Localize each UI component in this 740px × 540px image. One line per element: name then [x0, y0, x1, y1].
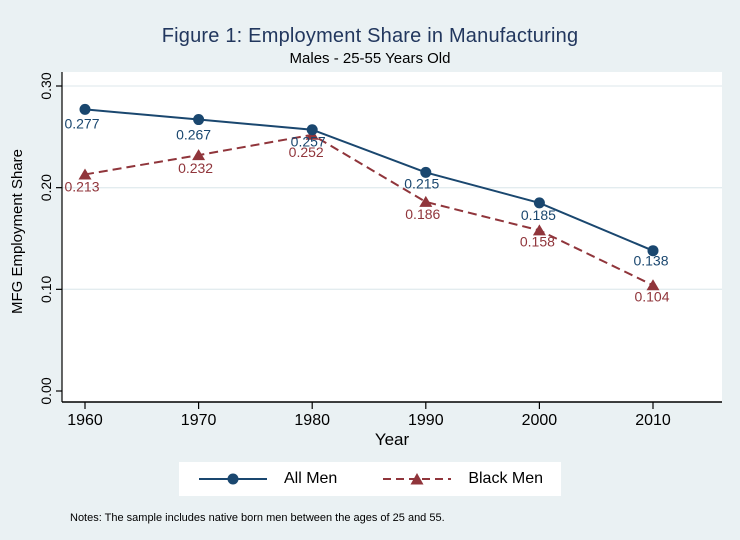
- data-point-label: 0.158: [520, 233, 555, 249]
- legend-label-black-men: Black Men: [468, 470, 544, 487]
- x-tick-label: 1990: [408, 412, 444, 429]
- y-tick-label: 0.00: [38, 377, 54, 404]
- x-tick-label: 1970: [181, 412, 217, 429]
- black-men-line-icon: [383, 473, 452, 485]
- triangle-marker: [192, 149, 206, 161]
- legend-entry-black-men: Black Men: [381, 470, 543, 488]
- data-point-label: 0.277: [64, 115, 99, 131]
- x-tick-label: 1980: [294, 412, 330, 429]
- y-axis-title: MFG Employment Share: [9, 149, 26, 314]
- legend: All Men Black Men: [0, 462, 740, 496]
- all-men-line-icon: [198, 473, 267, 485]
- figure-subtitle: Males - 25-55 Years Old: [289, 50, 451, 67]
- plot-area: [62, 72, 722, 402]
- legend-box: All Men Black Men: [178, 462, 562, 496]
- y-tick-label: 0.10: [38, 275, 54, 302]
- circle-marker: [193, 114, 205, 126]
- x-tick-label: 2000: [522, 412, 558, 429]
- series-line: [84, 133, 654, 287]
- circle-marker: [420, 166, 432, 178]
- x-tick-label: 1960: [67, 412, 103, 429]
- series-labels-black-men: 0.213 0.232 0.252 0.186 0.158 0.104: [64, 144, 669, 304]
- series-black-men: [78, 128, 660, 291]
- circle-marker: [647, 245, 659, 257]
- data-point-label: 0.215: [404, 175, 439, 191]
- x-axis-title: Year: [375, 430, 410, 449]
- figure-title: Figure 1: Employment Share in Manufactur…: [161, 25, 579, 47]
- data-point-label: 0.186: [405, 206, 440, 222]
- figure-notes: Notes: The sample includes native born m…: [70, 512, 445, 524]
- series-all-men: [79, 103, 659, 257]
- data-point-label: 0.213: [64, 178, 99, 194]
- circle-marker: [79, 103, 91, 115]
- data-point-label: 0.257: [291, 134, 326, 150]
- triangle-marker: [532, 224, 546, 236]
- circle-marker: [306, 124, 318, 136]
- data-point-label: 0.252: [289, 144, 324, 160]
- line-chart-plot: 0.00 0.10 0.20 0.30 1960 1970 1980 1990 2000 2010…: [9, 72, 722, 449]
- y-tick-label: 0.30: [38, 72, 54, 99]
- circle-marker: [533, 197, 545, 209]
- legend-entry-all-men: All Men: [197, 470, 337, 488]
- series-labels-all-men: 0.277 0.267 0.257 0.215 0.185 0.138: [64, 115, 668, 268]
- data-point-label: 0.104: [634, 288, 669, 304]
- data-point-label: 0.138: [633, 253, 668, 269]
- triangle-marker: [419, 195, 433, 207]
- x-tick-label: 2010: [635, 412, 671, 429]
- data-point-label: 0.232: [178, 160, 213, 176]
- series-line: [84, 108, 654, 252]
- data-point-label: 0.267: [176, 127, 211, 143]
- triangle-marker: [78, 168, 92, 180]
- triangle-marker: [646, 279, 660, 291]
- data-point-label: 0.185: [521, 207, 556, 223]
- y-tick-label: 0.20: [38, 174, 54, 201]
- legend-label-all-men: All Men: [283, 470, 338, 487]
